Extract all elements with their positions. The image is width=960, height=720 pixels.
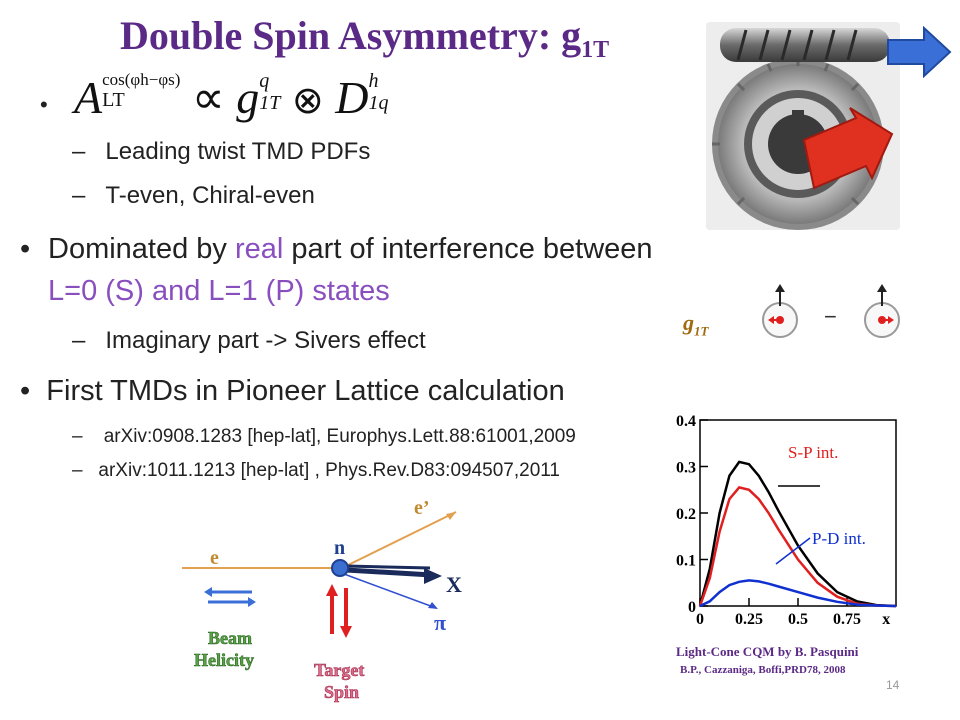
- chart-caption-line2: B.P., Cazzaniga, Boffi,PRD78, 2008: [680, 664, 846, 676]
- formula-A: A: [74, 72, 103, 123]
- formula-g: g: [236, 72, 260, 123]
- y-tick-label: 0.3: [676, 460, 696, 477]
- series-line-2: [699, 579, 897, 608]
- scattering-diagram: e e’ n X π Beam Helicity Target Spin: [182, 500, 462, 702]
- formula-A-sup: cos(φh−φs): [102, 70, 181, 89]
- x-tick-label: 0.75: [833, 611, 861, 628]
- formula-D-sub: 1q: [368, 92, 389, 114]
- minus-sign: −: [824, 304, 837, 329]
- x-jet-line: [345, 567, 433, 578]
- formula-g-sub: 1T: [259, 92, 281, 114]
- page-number: 14: [886, 678, 900, 692]
- x-tick-label: 0.5: [788, 611, 808, 628]
- spin-pictogram: −: [762, 284, 900, 338]
- label-target: Target: [314, 660, 364, 680]
- formula-convolution: ⊗: [291, 80, 324, 122]
- y-tick-label: 0.1: [676, 553, 696, 570]
- bullet-text: First TMDs in Pioneer Lattice calculatio…: [46, 375, 565, 407]
- x-tick-label: 0: [696, 611, 704, 628]
- bullet-dot: •: [40, 92, 48, 117]
- x-tick-label: x: [882, 611, 890, 628]
- annotation-pd-line: [775, 537, 811, 565]
- label-e-prime: e’: [414, 500, 430, 519]
- series-line-1: [698, 486, 897, 608]
- bullet-text: part of interference between: [283, 233, 653, 265]
- formula-g-sup: q: [259, 70, 270, 92]
- pion-line: [343, 573, 437, 609]
- beam-helicity-arrows: [204, 587, 256, 607]
- sub-bullet: – Imaginary part -> Sivers effect: [72, 327, 426, 354]
- outgoing-electron-line: [341, 511, 457, 569]
- y-tick-label: 0.2: [676, 506, 696, 523]
- x-tick-label: 0.25: [735, 611, 763, 628]
- reference: – arXiv:0908.1283 [hep-lat], Europhys.Le…: [72, 426, 576, 447]
- sub-bullet: – Leading twist TMD PDFs: [72, 138, 371, 165]
- worm-gear-image: [706, 22, 900, 230]
- title-text: Double Spin Asymmetry: g: [120, 13, 582, 58]
- series-line-0: [698, 460, 897, 608]
- bullet-item: • First TMDs in Pioneer Lattice calculat…: [20, 375, 565, 407]
- chart-caption-line1: Light-Cone CQM by B. Pasquini: [676, 644, 859, 659]
- label-spin: Spin: [324, 682, 359, 702]
- annotation-sp: S-P int.: [788, 443, 838, 462]
- bullet-text: Dominated by: [48, 233, 235, 265]
- sub-bullet-text: Imaginary part -> Sivers effect: [105, 327, 426, 354]
- label-e: e: [210, 547, 219, 569]
- gear-illustration: [706, 22, 900, 230]
- y-tick-label: 0.4: [676, 413, 696, 430]
- label-X: X: [446, 572, 462, 597]
- sub-bullet-text: T-even, Chiral-even: [105, 182, 315, 209]
- formula-A-sub: LT: [102, 89, 125, 111]
- reference-text: arXiv:0908.1283 [hep-lat], Europhys.Lett…: [103, 426, 576, 447]
- label-n: n: [334, 537, 345, 559]
- bullet-item: • Dominated by real part of interference…: [20, 233, 653, 307]
- sub-bullet-text: Leading twist TMD PDFs: [105, 138, 371, 165]
- annotation-pd: P-D int.: [812, 529, 866, 548]
- label-pi: π: [434, 610, 446, 635]
- reference-text: arXiv:1011.1213 [hep-lat] , Phys.Rev.D83…: [98, 460, 560, 481]
- reference: – arXiv:1011.1213 [hep-lat] , Phys.Rev.D…: [72, 460, 560, 481]
- formula-D: D: [335, 72, 369, 123]
- blue-arrow-icon: [887, 26, 952, 78]
- red-arrow-icon: [802, 107, 894, 190]
- slide-title: Double Spin Asymmetry: g1T: [120, 12, 609, 64]
- nucleon-spin-right: [864, 284, 900, 338]
- y-tick-label: 0: [688, 599, 696, 616]
- g1t-label: g1T: [683, 310, 708, 339]
- title-subscript: 1T: [581, 37, 610, 63]
- nucleon-spin-left: [762, 284, 798, 338]
- bullet-highlight-real: real: [235, 233, 284, 265]
- sub-bullet: – T-even, Chiral-even: [72, 182, 315, 209]
- nucleon-dot-icon: [331, 559, 349, 577]
- target-spin-arrows: [326, 584, 352, 638]
- label-helicity: Helicity: [194, 650, 254, 670]
- bullet-highlight-states: L=0 (S) and L=1 (P) states: [48, 275, 390, 307]
- label-beam: Beam: [208, 628, 252, 648]
- g1t-label-sub: 1T: [694, 323, 709, 339]
- g1t-chart: 0 0.1 0.2 0.3 0.4 0 0.25 0.5 0.75 x S-P int. P-D in…: [676, 413, 897, 628]
- g1t-label-text: g: [683, 310, 694, 335]
- formula-proportional: ∝: [191, 72, 225, 123]
- formula-D-sup: h: [368, 70, 379, 92]
